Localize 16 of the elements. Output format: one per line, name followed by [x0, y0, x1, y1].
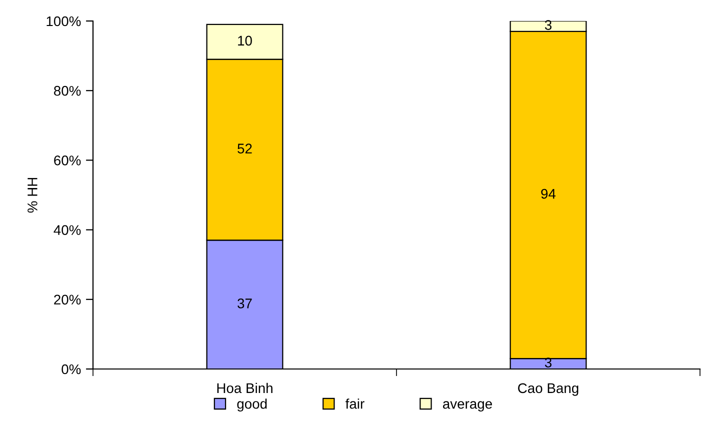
- y-axis-title: % HH: [28, 178, 38, 213]
- y-tick-label: 20%: [54, 294, 81, 305]
- data-label: 10: [238, 36, 252, 46]
- y-tick-label: 40%: [54, 225, 81, 235]
- data-label: 94: [541, 188, 556, 199]
- y-tick-label: 60%: [54, 156, 81, 166]
- y-tick-label: 100%: [46, 16, 81, 26]
- y-tick-label: 0%: [62, 364, 81, 374]
- data-label: 37: [238, 298, 252, 308]
- legend-label: good: [237, 398, 267, 412]
- legend-label: average: [442, 401, 492, 412]
- x-tick-label: Hoa Binh: [217, 382, 272, 394]
- y-tick-label: 80%: [54, 86, 81, 96]
- legend-label: fair: [346, 398, 364, 409]
- x-tick-label: Cao Bang: [518, 383, 578, 396]
- data-label: 52: [238, 144, 252, 154]
